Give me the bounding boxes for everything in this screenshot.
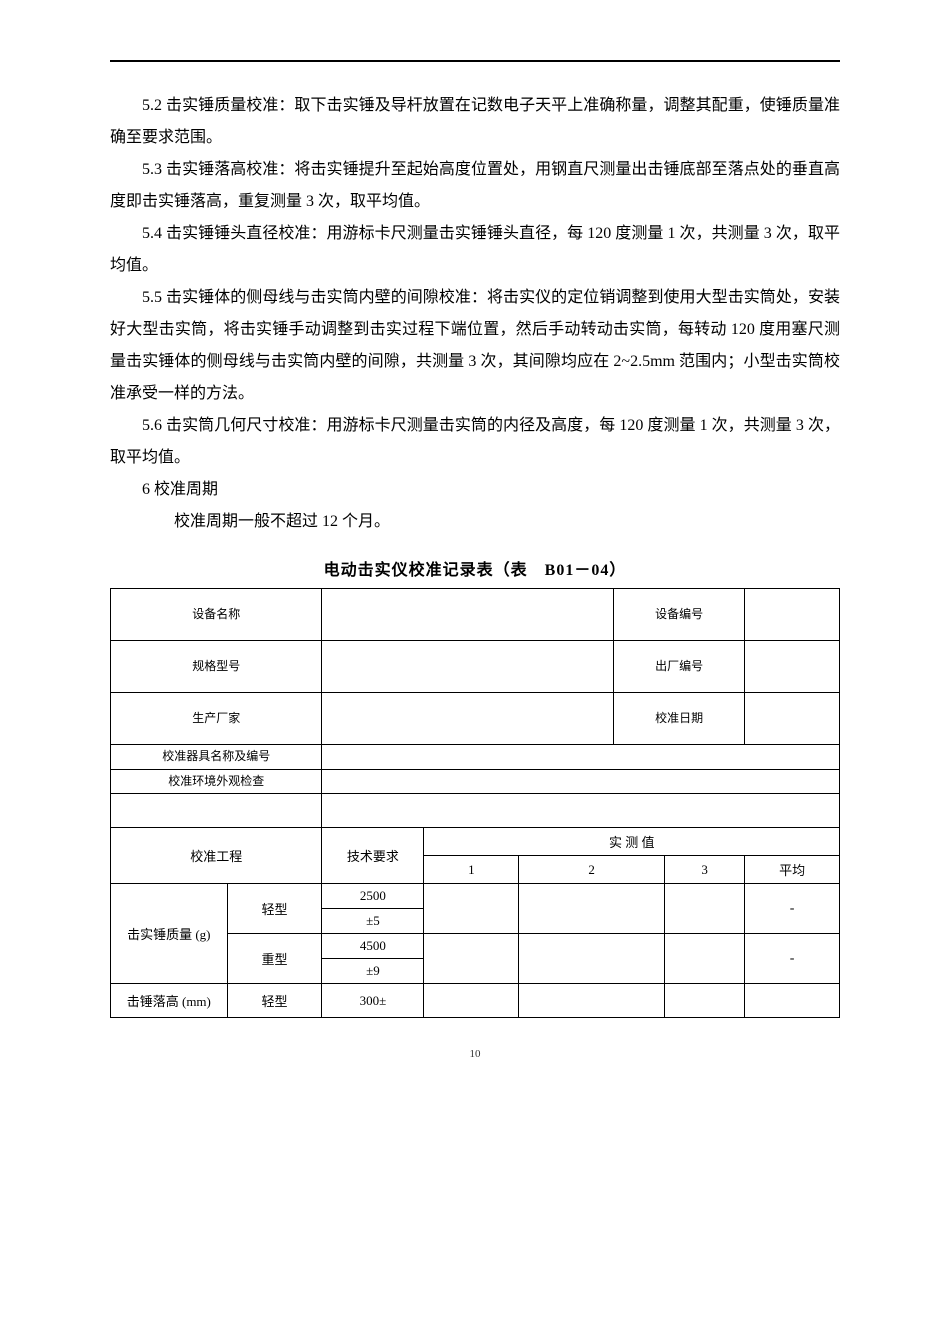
paragraph-5-4: 5.4 击实锤锤头直径校准：用游标卡尺测量击实锤锤头直径，每 120 度测量 1… [110,218,840,282]
blank-row-a [111,794,322,828]
calibration-table: 设备名称 设备编号 规格型号 出厂编号 生产厂家 校准日期 校准器具名称及编号 … [110,588,840,1018]
col-3: 3 [664,856,744,884]
value-manufacturer [322,693,614,745]
page-number: 10 [110,1048,840,1060]
col-avg: 平均 [745,856,840,884]
value-device-no [745,589,840,641]
col-2: 2 [519,856,665,884]
mass-light-v2 [519,884,665,934]
label-manufacturer: 生产厂家 [111,693,322,745]
row-mass-light: 轻型 [227,884,322,934]
value-cal-tool [322,745,840,770]
mass-heavy-v1 [424,934,519,984]
paragraph-5-6: 5.6 击实筒几何尺寸校准：用游标卡尺测量击实筒的内径及高度，每 120 度测量… [110,410,840,474]
mass-heavy-req-a: 4500 [322,934,424,959]
paragraph-5-5: 5.5 击实锤体的侧母线与击实筒内壁的间隙校准：将击实仪的定位销调整到使用大型击… [110,282,840,410]
row-drop-light: 轻型 [227,984,322,1018]
mass-light-req-a: 2500 [322,884,424,909]
drop-light-v3 [664,984,744,1018]
label-cal-date: 校准日期 [613,693,744,745]
value-factory-no [745,641,840,693]
label-cal-tool: 校准器具名称及编号 [111,745,322,770]
drop-light-v1 [424,984,519,1018]
col-tech-req: 技术要求 [322,828,424,884]
label-spec-model: 规格型号 [111,641,322,693]
col-measured: 实 测 值 [424,828,840,856]
table-title: 电动击实仪校准记录表（表 B01－04） [110,556,840,580]
mass-heavy-v3 [664,934,744,984]
label-env-check: 校准环境外观检查 [111,769,322,794]
mass-heavy-v2 [519,934,665,984]
label-device-no: 设备编号 [613,589,744,641]
row-mass-heavy: 重型 [227,934,322,984]
row-mass-label: 击实锤质量 (g) [111,884,228,984]
section-6-heading: 6 校准周期 [110,474,840,506]
label-factory-no: 出厂编号 [613,641,744,693]
value-spec-model [322,641,614,693]
mass-heavy-req-b: ±9 [322,959,424,984]
paragraph-5-2: 5.2 击实锤质量校准：取下击实锤及导杆放置在记数电子天平上准确称量，调整其配重… [110,90,840,154]
blank-row-a-val [322,794,840,828]
col-1: 1 [424,856,519,884]
value-env-check [322,769,840,794]
row-drop-label: 击锤落高 (mm) [111,984,228,1018]
mass-light-req-b: ±5 [322,909,424,934]
paragraph-5-3: 5.3 击实锤落高校准：将击实锤提升至起始高度位置处，用钢直尺测量出击锤底部至落… [110,154,840,218]
mass-light-avg: - [745,884,840,934]
mass-light-v3 [664,884,744,934]
top-rule [110,60,840,62]
drop-light-v2 [519,984,665,1018]
label-device-name: 设备名称 [111,589,322,641]
value-cal-date [745,693,840,745]
value-device-name [322,589,614,641]
drop-light-avg [745,984,840,1018]
mass-light-v1 [424,884,519,934]
col-project: 校准工程 [111,828,322,884]
drop-light-req: 300± [322,984,424,1018]
section-6-body: 校准周期一般不超过 12 个月。 [110,506,840,538]
mass-heavy-avg: - [745,934,840,984]
